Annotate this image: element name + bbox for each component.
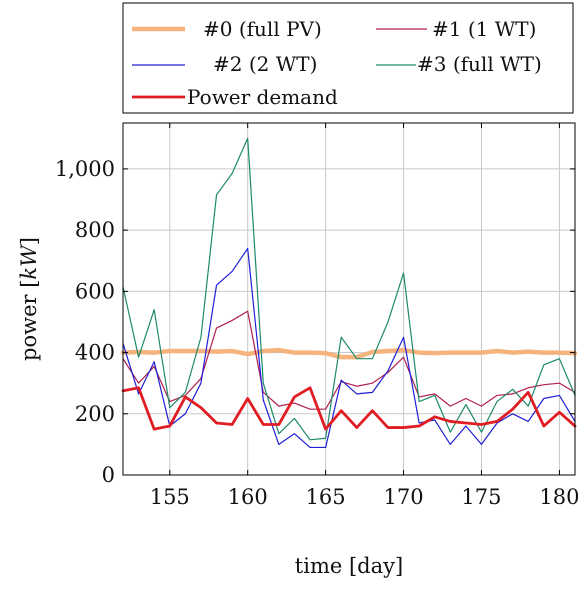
y-axis-label-suffix: ] <box>17 237 41 245</box>
legend-box <box>122 2 574 114</box>
series-line-1 <box>122 310 576 410</box>
legend-label-series-4: Power demand <box>187 85 338 109</box>
x-tick-label: 160 <box>228 485 268 509</box>
series-line-4 <box>121 386 577 431</box>
y-tick-label: 0 <box>102 463 115 487</box>
legend: #0 (full PV) #1 (1 WT) #2 (2 WT) #3 (ful… <box>122 2 574 114</box>
y-tick-label: 200 <box>75 402 115 426</box>
legend-label-series-1: #1 (1 WT) <box>432 17 536 41</box>
plot-frame <box>122 122 576 476</box>
series-layer <box>120 137 578 449</box>
series-line-3 <box>122 137 576 441</box>
series-line-0 <box>120 347 578 360</box>
legend-label-series-2: #2 (2 WT) <box>213 52 317 76</box>
plot-area <box>123 123 575 475</box>
y-tick-label: 1,000 <box>55 157 115 181</box>
y-axis-label-prefix: power [ <box>17 280 41 361</box>
series-line-2 <box>122 247 576 449</box>
x-tick-label: 155 <box>150 485 190 509</box>
y-tick-label: 600 <box>75 279 115 303</box>
x-tick-label: 170 <box>384 485 424 509</box>
x-axis-label: time [day] <box>295 554 403 578</box>
y-axis-label: power [kW] <box>17 237 41 361</box>
y-axis-label-unit: kW <box>17 243 41 280</box>
y-tick-label: 800 <box>75 218 115 242</box>
legend-label-series-3: #3 (full WT) <box>417 52 542 76</box>
ticks: 155 160 165 170 175 180 0 200 400 600 800 1,000 <box>55 123 579 509</box>
x-tick-label: 175 <box>461 485 501 509</box>
y-tick-label: 400 <box>75 341 115 365</box>
x-tick-label: 165 <box>306 485 346 509</box>
x-tick-label: 180 <box>539 485 579 509</box>
legend-label-series-0: #0 (full PV) <box>203 17 322 41</box>
